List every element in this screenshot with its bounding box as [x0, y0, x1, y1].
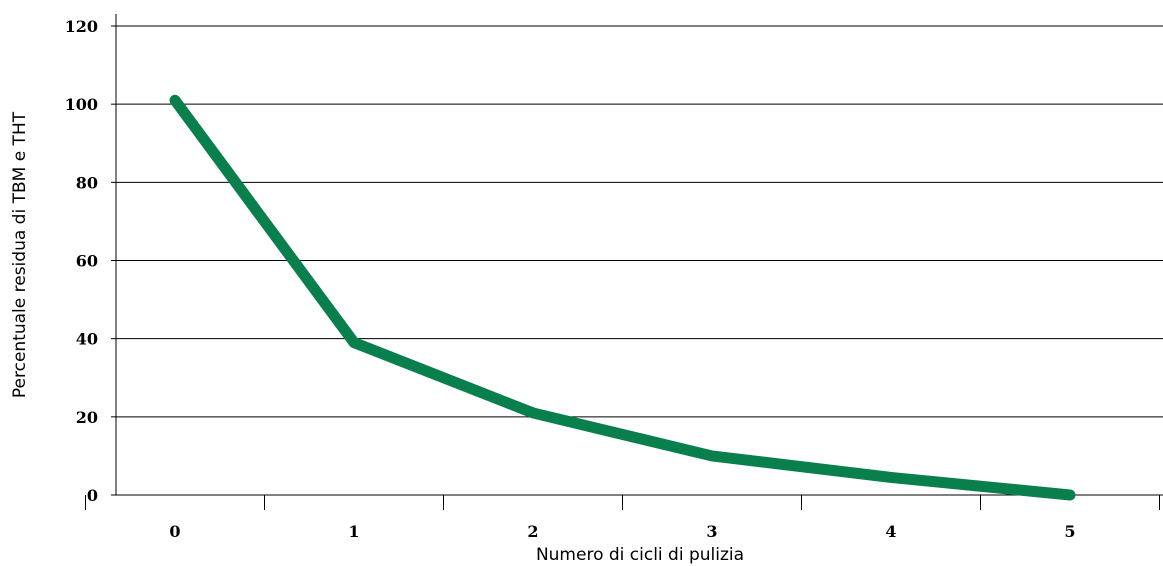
series-line-0: [169, 94, 1076, 501]
x-tick-labels: 0 1 2 3 4 5: [169, 522, 1075, 541]
y-tick-label-20: 20: [76, 408, 98, 427]
x-tick-label-5: 5: [1064, 522, 1075, 541]
y-tick-label-60: 60: [76, 252, 98, 271]
x-tick-marks: [85, 495, 1160, 510]
y-axis-label: Percentuale residua di TBM e THT: [10, 111, 30, 398]
y-tick-label-0: 0: [87, 486, 98, 505]
y-tick-label-80: 80: [76, 173, 98, 192]
x-axis-label: Numero di cicli di pulizia: [536, 545, 744, 565]
x-tick-label-3: 3: [706, 522, 717, 541]
x-tick-label-1: 1: [348, 522, 359, 541]
series-group: [169, 94, 1076, 501]
x-tick-label-4: 4: [885, 522, 896, 541]
gridlines: [111, 25, 1163, 496]
axes: [115, 14, 1163, 496]
y-tick-label-40: 40: [76, 330, 98, 349]
x-tick-label-2: 2: [527, 522, 538, 541]
x-tick-label-0: 0: [169, 522, 180, 541]
y-tick-label-100: 100: [65, 95, 98, 114]
y-tick-label-120: 120: [65, 17, 98, 36]
y-tick-labels: 0 20 40 60 80 100 120: [65, 17, 98, 505]
